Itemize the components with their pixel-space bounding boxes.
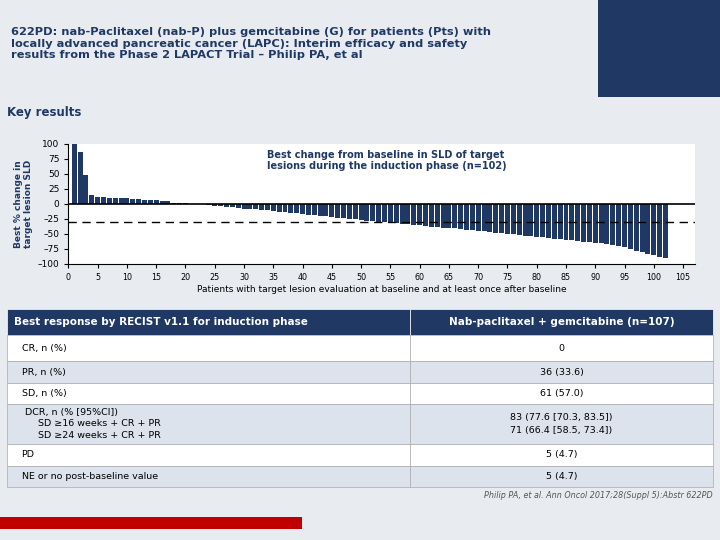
Bar bbox=[7, 465, 410, 487]
Bar bbox=[410, 465, 713, 487]
Bar bbox=[7, 404, 410, 444]
Bar bbox=[410, 383, 713, 404]
Text: PD: PD bbox=[22, 450, 35, 460]
Text: DCR, n (% [95%CI]): DCR, n (% [95%CI]) bbox=[25, 408, 118, 417]
Text: PR, n (%): PR, n (%) bbox=[22, 368, 66, 376]
Bar bbox=[410, 404, 713, 444]
Bar bbox=[410, 361, 713, 383]
Text: Nab-paclitaxel + gemcitabine (n=107): Nab-paclitaxel + gemcitabine (n=107) bbox=[449, 317, 675, 327]
Text: Philip PA, et al. Ann Oncol 2017;28(Suppl 5):Abstr 622PD: Philip PA, et al. Ann Oncol 2017;28(Supp… bbox=[484, 491, 713, 500]
Bar bbox=[410, 444, 713, 465]
Text: 36 (33.6): 36 (33.6) bbox=[540, 368, 583, 376]
Bar bbox=[7, 361, 410, 383]
Bar bbox=[0, 517, 302, 529]
Bar bbox=[598, 0, 720, 97]
Bar bbox=[7, 335, 410, 361]
Bar bbox=[410, 309, 713, 335]
Bar bbox=[7, 309, 410, 335]
Bar bbox=[7, 444, 410, 465]
Text: CR, n (%): CR, n (%) bbox=[22, 344, 66, 353]
Text: Key results: Key results bbox=[7, 106, 81, 119]
Text: NE or no post-baseline value: NE or no post-baseline value bbox=[22, 472, 158, 481]
Text: Best response by RECIST v1.1 for induction phase: Best response by RECIST v1.1 for inducti… bbox=[14, 317, 308, 327]
Text: 5 (4.7): 5 (4.7) bbox=[546, 450, 577, 460]
Text: 5 (4.7): 5 (4.7) bbox=[546, 472, 577, 481]
Text: SD, n (%): SD, n (%) bbox=[22, 389, 66, 398]
Bar bbox=[410, 335, 713, 361]
Text: Patients with target lesion evaluation at baseline and at least once after basel: Patients with target lesion evaluation a… bbox=[197, 285, 567, 294]
Bar bbox=[7, 383, 410, 404]
Text: 83 (77.6 [70.3, 83.5]): 83 (77.6 [70.3, 83.5]) bbox=[510, 413, 613, 422]
Text: 622PD: nab-Paclitaxel (nab-P) plus gemcitabine (G) for patients (Pts) with
local: 622PD: nab-Paclitaxel (nab-P) plus gemci… bbox=[11, 27, 491, 60]
Text: 0: 0 bbox=[559, 344, 564, 353]
Text: 61 (57.0): 61 (57.0) bbox=[540, 389, 583, 398]
Text: SD ≥24 weeks + CR + PR: SD ≥24 weeks + CR + PR bbox=[32, 430, 161, 440]
Text: 71 (66.4 [58.5, 73.4]): 71 (66.4 [58.5, 73.4]) bbox=[510, 427, 613, 435]
Text: SD ≥16 weeks + CR + PR: SD ≥16 weeks + CR + PR bbox=[32, 419, 161, 428]
